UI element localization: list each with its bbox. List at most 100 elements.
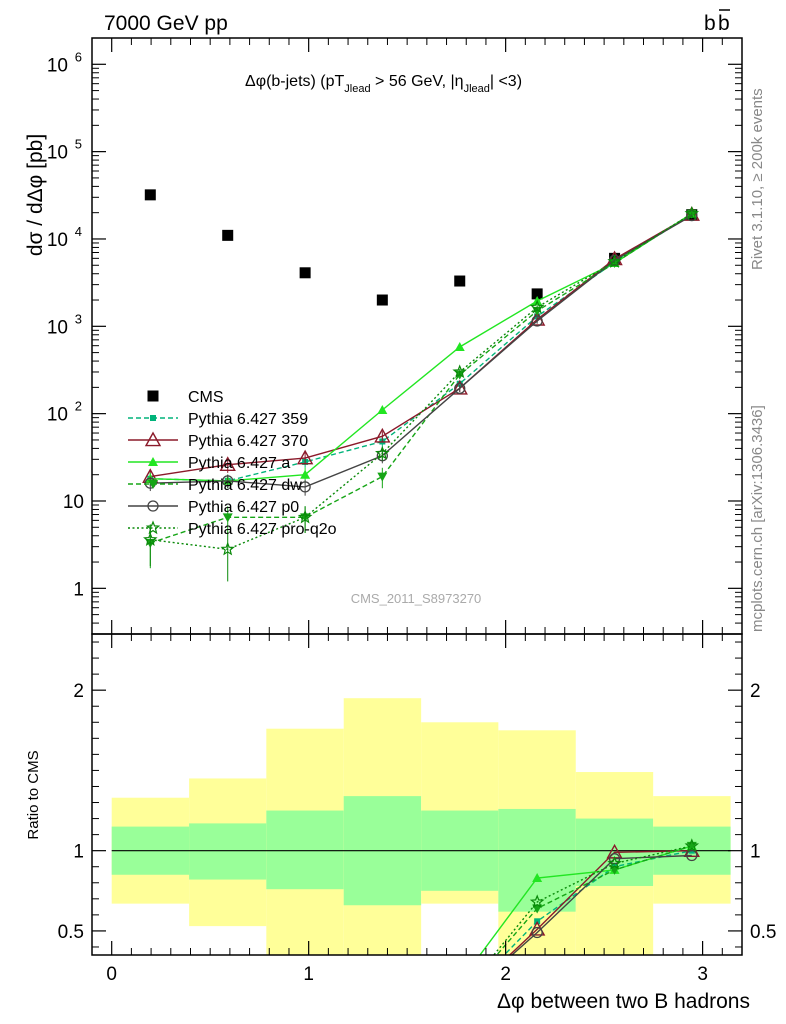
data-point-cms [222,229,234,241]
ratio-point-pp0 [531,926,543,939]
x-tick-label: 1 [303,964,314,985]
data-point-pq2o [684,205,700,220]
data-point-pq2o [375,445,390,460]
legend-marker-p370 [144,431,162,447]
data-point-p370 [296,449,314,465]
ratio-line-pdw [495,845,693,955]
title-mid: > 56 GeV, |η [371,73,464,90]
top-panel-data [142,189,700,582]
plot-title: Δφ(b-jets) (pTJlead > 56 GeV, |ηJlead| <… [245,73,522,95]
ratio-y-tick-label-right: 0.5 [750,922,776,943]
x-tick-label: 2 [500,964,511,985]
top-panel-axes: 1 10 10 2 10 3 10 4 10 5 10 6 [47,37,743,635]
legend-label: Pythia 6.427 p0 [188,499,299,516]
legend-entry-pq2o: Pythia 6.427 pro-q2o [128,520,337,538]
data-point-pa [300,469,311,479]
data-point-cms [454,275,466,287]
ratio-point-pq2o [529,894,545,909]
legend-marker-pq2o [145,520,161,535]
legend-label: Pythia 6.427 dw [188,477,302,494]
ratio-y-axis-label: Ratio to CMS [25,750,42,839]
data-point-pp0 [454,382,466,394]
ratio-series-pq2o [492,838,700,955]
data-point-pp0 [531,315,543,327]
data-point-cms [376,294,388,306]
series-cms [144,189,698,306]
y-tick-label: 10 [47,143,68,164]
legend-label: Pythia 6.427 pro-q2o [188,521,337,538]
rivet-version-label: Rivet 3.1.10, ≥ 200k events [749,88,766,270]
analysis-watermark: CMS_2011_S8973270 [351,591,482,606]
ratio-line-pp0 [510,854,692,955]
data-point-cms [144,189,156,201]
data-point-pp0 [222,475,234,487]
title-sub-2: Jlead [464,83,490,95]
legend-label: CMS [188,389,224,406]
legend-entry-pdw: Pythia 6.427 dw [128,477,302,494]
x-axis-label: Δφ between two B hadrons [497,990,750,1013]
data-point-pq2o [607,253,622,268]
inner-band-bin [266,810,344,890]
series-pp0 [144,209,698,496]
header-energy-label: 7000 GeV pp [104,12,228,35]
inner-band-bin [189,823,267,880]
data-point-cms [531,288,543,300]
y-tick-label: 10 [63,492,84,513]
data-point-p370 [374,427,391,443]
series-line-pp0 [150,214,693,488]
data-point-pp0 [299,481,311,493]
ratio-point-pq2o [684,838,700,853]
legend-entry-p359: Pythia 6.427 359 [128,411,308,428]
title-sub-1: Jlead [344,83,370,95]
series-pq2o [143,205,700,582]
data-point-pa [377,405,388,415]
ratio-y-tick-label: 2 [73,681,84,702]
top-y-axis-label: dσ / dΔφ [pb] [24,134,47,256]
y-tick-exponent: 4 [75,224,82,239]
series-line-p359 [150,214,693,482]
top-panel-frame [91,37,743,635]
data-point-pp0 [686,209,698,222]
legend-marker-pdw [148,480,158,489]
data-point-pq2o [452,364,467,379]
legend-label: Pythia 6.427 a [188,455,290,472]
data-point-pdw [377,472,388,482]
ratio-point-pq2o [607,855,622,870]
legend-label: Pythia 6.427 370 [188,433,308,450]
y-tick-exponent: 2 [75,399,82,414]
bottom-panel-frame [91,633,743,956]
legend-entry-p370: Pythia 6.427 370 [128,431,308,450]
ratio-point-pp0 [686,849,698,862]
y-tick-label: 10 [47,317,68,338]
ratio-point-pa [532,872,543,882]
y-tick-exponent: 6 [75,49,82,64]
title-suffix: | <3) [490,73,522,90]
x-tick-label: 0 [106,964,117,985]
y-tick-label: 10 [47,405,68,426]
legend-entry-cms: CMS [147,389,224,406]
legend-marker-pa [148,457,158,466]
header-process-antiquark: b [718,12,730,35]
legend-marker-cms [147,390,159,402]
bottom-panel-axes: 0 1 2 3 0.5 0.5 1 1 2 2 [58,634,776,985]
legend: CMS Pythia 6.427 359 Pythia 6.427 370 Pythi… [128,389,337,538]
data-point-pq2o [220,541,235,556]
data-point-p370 [219,456,236,472]
y-tick-label: 1 [73,579,84,600]
legend-label: Pythia 6.427 359 [188,411,308,428]
legend-entry-pp0: Pythia 6.427 p0 [128,499,299,516]
x-tick-label: 3 [697,964,708,985]
ratio-y-tick-label: 0.5 [58,922,84,943]
data-point-pdw [222,513,233,523]
y-tick-exponent: 3 [75,311,82,326]
legend-entry-pa: Pythia 6.427 a [128,455,290,472]
series-line-pq2o [150,213,693,551]
data-point-pq2o [529,299,545,314]
y-tick-label: 10 [47,55,68,76]
ratio-line-p370 [508,850,692,955]
ratio-y-tick-label-right: 1 [750,842,761,863]
ratio-y-tick-label-right: 2 [750,681,761,702]
data-point-cms [299,267,311,279]
mcplots-label: mcplots.cern.ch [arXiv:1306.3436] [749,405,766,632]
